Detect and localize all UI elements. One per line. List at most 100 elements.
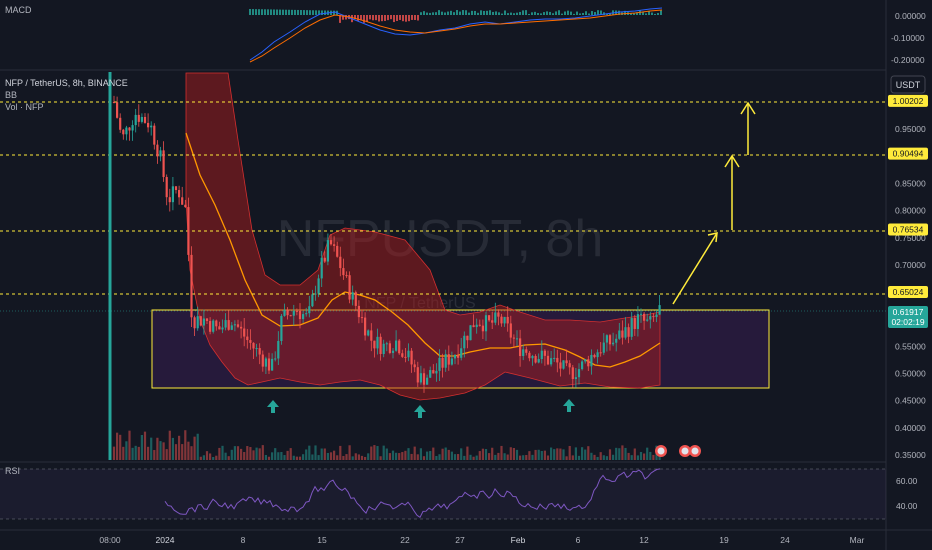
- volume-bar: [615, 447, 618, 460]
- candle: [466, 335, 469, 341]
- macd-bar: [564, 11, 566, 15]
- candle: [577, 369, 581, 378]
- candle: [224, 320, 227, 328]
- volume-bar: [258, 448, 261, 460]
- macd-bar: [558, 10, 560, 15]
- candle: [246, 336, 249, 341]
- candle: [515, 338, 519, 340]
- volume-bar: [395, 452, 398, 460]
- support-arrow: [267, 400, 279, 413]
- volume-bar: [267, 456, 271, 460]
- volume-bar: [137, 446, 140, 460]
- macd-bar: [318, 10, 320, 15]
- level-lines: [0, 101, 886, 295]
- volume-bar: [289, 448, 292, 460]
- candle: [658, 305, 661, 315]
- level-label: 0.76534: [893, 224, 924, 234]
- macd-bar: [363, 15, 365, 23]
- candle: [652, 316, 655, 318]
- candle: [209, 321, 212, 332]
- candle: [193, 317, 196, 329]
- candle: [112, 102, 116, 103]
- volume-bar: [357, 454, 360, 460]
- macd-bar: [567, 10, 569, 15]
- volume-bar: [453, 454, 457, 460]
- volume-bar: [202, 455, 205, 460]
- macd-bar: [270, 9, 272, 15]
- volume-bar: [484, 449, 488, 460]
- candle: [187, 207, 190, 255]
- currency-button[interactable]: [890, 75, 926, 94]
- macd-bar: [291, 9, 293, 15]
- volume-bar: [360, 455, 364, 460]
- volume-bar: [227, 456, 230, 460]
- candle: [317, 278, 320, 294]
- macd-bar: [264, 9, 266, 15]
- macd-bar: [306, 10, 308, 15]
- candle: [633, 318, 636, 329]
- macd-bar: [321, 10, 323, 15]
- macd-bar: [495, 11, 497, 15]
- last-price-countdown: 02:02:19: [891, 317, 924, 327]
- candle: [484, 315, 488, 332]
- volume-bar: [221, 445, 224, 460]
- time-axis: 08:00 2024 8 15 22 27 Feb 6 12 19 24 Mar: [99, 535, 864, 545]
- candle: [522, 349, 525, 357]
- volume-bar: [512, 447, 515, 460]
- volume-bar: [286, 450, 289, 460]
- volume-bar: [407, 448, 410, 460]
- candle: [398, 340, 401, 354]
- candle: [357, 305, 360, 318]
- candle: [249, 340, 252, 343]
- volume-bar: [255, 447, 258, 460]
- volume-bar: [633, 448, 636, 460]
- macd-bar: [573, 13, 575, 15]
- macd-bar: [423, 11, 425, 15]
- volume-bar: [165, 449, 168, 460]
- volume-bar: [116, 432, 119, 460]
- macd-bar: [411, 15, 413, 20]
- volume-bar: [249, 447, 252, 460]
- macd-bar: [396, 15, 398, 21]
- macd-bar: [402, 15, 404, 22]
- macd-bar: [597, 10, 599, 15]
- candle: [227, 320, 230, 330]
- last-price-label: [888, 306, 928, 328]
- candle: [407, 350, 410, 358]
- candle: [435, 370, 438, 374]
- volume-bar: [519, 455, 522, 460]
- volume-bar: [295, 456, 298, 460]
- candle: [333, 244, 336, 246]
- candle: [230, 325, 233, 330]
- volume-bar: [550, 447, 553, 460]
- level-label-bg: [888, 285, 928, 298]
- macd-bar: [417, 15, 419, 21]
- macd-bar: [414, 15, 416, 20]
- candle: [153, 125, 156, 145]
- volume-bar: [596, 456, 599, 460]
- macd-bar: [357, 15, 359, 21]
- macd-bar: [588, 13, 590, 15]
- volume-bar: [432, 447, 435, 460]
- candle: [388, 343, 391, 353]
- candle: [512, 337, 515, 339]
- volume-bar: [416, 454, 419, 460]
- macd-bar: [528, 13, 530, 15]
- support-arrow: [563, 399, 575, 412]
- macd-bar: [507, 13, 509, 15]
- candle: [395, 340, 398, 351]
- candle: [339, 256, 342, 269]
- candle: [314, 293, 317, 295]
- volume-bar: [131, 447, 134, 460]
- volume-bar: [193, 436, 196, 460]
- candle: [379, 336, 382, 354]
- macd-label: MACD: [5, 5, 32, 15]
- volume-bar: [562, 449, 565, 460]
- macd-bar: [576, 11, 578, 15]
- candle: [218, 326, 221, 330]
- macd-bar: [276, 9, 278, 15]
- candle: [376, 336, 379, 349]
- macd-bar: [654, 13, 656, 15]
- volume-bar: [187, 441, 190, 460]
